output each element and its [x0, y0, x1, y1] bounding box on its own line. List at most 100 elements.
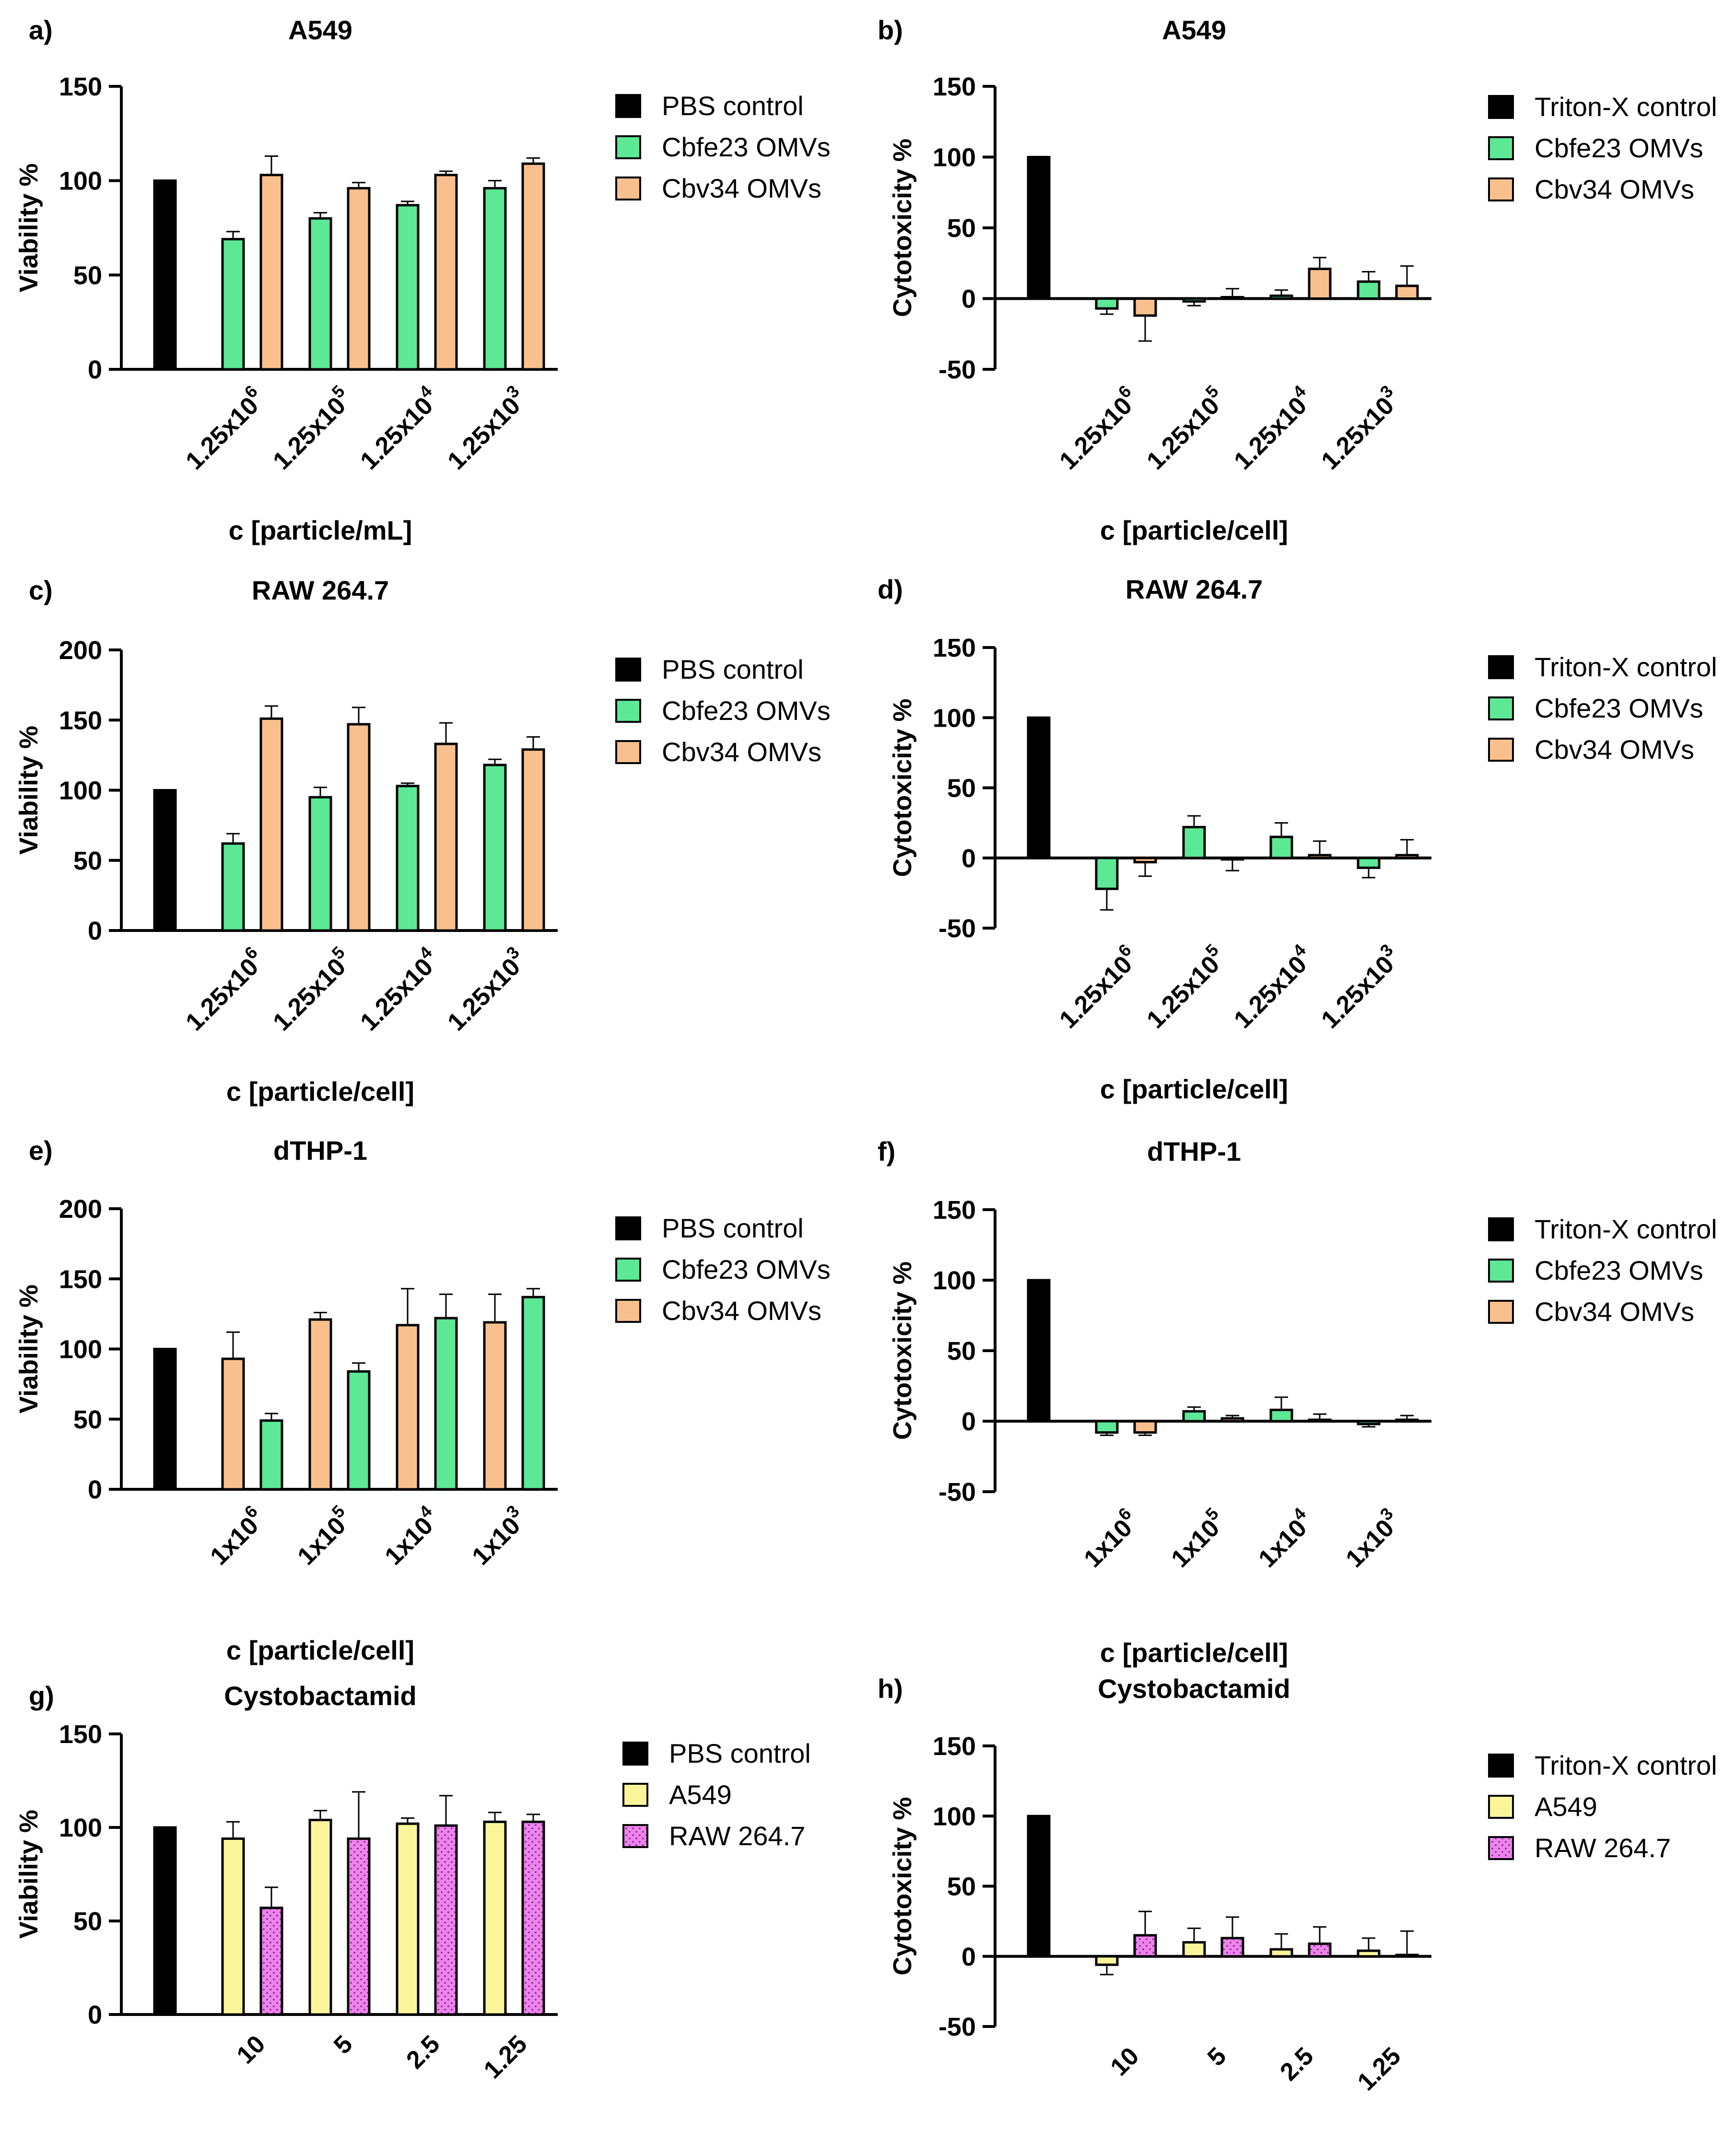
bar-cbv34-omvs [347, 723, 371, 932]
legend-swatch [615, 1258, 641, 1282]
x-tick-base: 1.25x10 [1229, 951, 1312, 1034]
x-tick-label: 2.5 [401, 2030, 445, 2074]
legend-label: PBS control [662, 1213, 804, 1243]
legend-swatch [1488, 1217, 1514, 1241]
legend-swatch [1488, 95, 1514, 119]
x-tick-label: 1.25x104 [1225, 381, 1319, 475]
bar-raw-264-7 [347, 1837, 371, 2016]
chart-title: dTHP-1 [273, 1135, 367, 1166]
y-tick-label: 150 [933, 1732, 976, 1761]
y-tick-label: 0 [961, 1407, 976, 1436]
bar-cbv34-omvs [1220, 296, 1244, 300]
legend-swatch [1488, 738, 1514, 762]
y-tick-label: 0 [961, 844, 976, 873]
bar-cbv34-omvs [308, 1318, 332, 1491]
legend-label: RAW 264.7 [1535, 1833, 1671, 1863]
legend-swatch [622, 1742, 648, 1766]
legend-swatch [1488, 655, 1514, 679]
y-tick-label: 150 [59, 706, 102, 735]
control-bar [1027, 1814, 1051, 1958]
x-tick-label: 1.25x103 [439, 943, 533, 1037]
legend-label: A549 [669, 1779, 732, 1810]
legend-label: Cbv34 OMVs [1535, 734, 1694, 765]
bar-cbv34-omvs [434, 742, 458, 932]
y-axis-label: Cytotoxicity % [888, 698, 917, 877]
legend-label: Cbfe23 OMVs [1535, 693, 1703, 723]
legend-label: Cbv34 OMVs [1535, 174, 1694, 204]
bar-cbfe23-omvs [434, 1317, 458, 1491]
legend-swatch [1488, 1300, 1514, 1324]
x-tick-label: 1.25x105 [264, 381, 358, 475]
bar-raw-264-7 [1133, 1934, 1157, 1958]
chart-c: c) RAW 264.7 0 50 100 150 200 Viability % 1.25x1… [14, 575, 831, 1107]
chart-d: d) RAW 264.7 -50 0 50 100 150 Cytotoxicity % 1.2… [878, 574, 1717, 1104]
chart-b: b) A549 -50 0 50 100 150 Cytotoxicity % 1.25x106… [878, 15, 1717, 545]
bar-cbv34-omvs [521, 748, 545, 932]
legend-swatch [622, 1824, 648, 1848]
bar-cbv34-omvs [1220, 1417, 1244, 1423]
bar-a549 [308, 1818, 332, 2016]
y-tick-label: 50 [947, 1873, 976, 1901]
bar-cbv34-omvs [521, 162, 545, 371]
x-tick-base: 2.5 [1275, 2042, 1319, 2086]
panel-label: f) [878, 1136, 895, 1166]
bar-cbv34-omvs [1308, 854, 1332, 860]
x-tick-label: 1.25x103 [439, 381, 533, 475]
bar-cbfe23-omvs [221, 842, 245, 932]
bar-cbv34-omvs [1133, 1420, 1157, 1434]
x-tick-base: 2.5 [401, 2030, 445, 2074]
x-tick-base: 1.25x10 [1054, 951, 1137, 1034]
y-tick-label: 0 [961, 1943, 976, 1971]
y-axis-label: Viability % [14, 163, 43, 292]
bar-cbv34-omvs [483, 1321, 507, 1491]
legend-swatch [1488, 1836, 1514, 1860]
y-tick-label: 50 [73, 847, 102, 875]
chart-e: e) dTHP-1 0 50 100 150 200 Viability % 1x106 1x10… [14, 1135, 831, 1665]
x-tick-base: 5 [1202, 2042, 1231, 2071]
bar-cbfe23-omvs [483, 764, 507, 932]
x-tick-label: 1.25x104 [352, 943, 445, 1037]
panel-label: g) [29, 1681, 54, 1711]
y-tick-label: 200 [59, 1195, 102, 1224]
bar-raw-264-7 [1395, 1954, 1419, 1958]
bar-cbfe23-omvs [1182, 825, 1206, 860]
bar-cbv34-omvs [221, 1357, 245, 1491]
bar-cbv34-omvs [1220, 857, 1244, 861]
x-axis-label: c [particle/cell] [1100, 1074, 1288, 1104]
bar-raw-264-7 [434, 1824, 458, 2016]
legend-swatch [615, 1216, 641, 1240]
bar-cbfe23-omvs [1095, 297, 1119, 310]
y-tick-label: 0 [961, 285, 976, 314]
y-tick-label: 100 [933, 1802, 976, 1831]
x-tick-base: 1.25x10 [1316, 951, 1399, 1034]
bar-cbv34-omvs [1395, 284, 1419, 300]
x-tick-base: 1.25x10 [268, 392, 351, 475]
x-tick-label: 1.25x105 [1138, 381, 1232, 475]
x-tick-label: 2.5 [1275, 2042, 1319, 2086]
legend-label: Triton-X control [1535, 1750, 1717, 1780]
legend-swatch [1488, 1259, 1514, 1283]
bar-cbv34-omvs [434, 174, 458, 371]
y-axis-label: Cytotoxicity % [888, 139, 917, 317]
bar-cbfe23-omvs [308, 796, 332, 932]
panel-label: a) [29, 15, 53, 45]
y-axis-label: Cytotoxicity % [888, 1261, 917, 1440]
x-tick-label: 10 [232, 2030, 271, 2069]
x-tick-label: 1.25 [479, 2030, 533, 2084]
bar-cbfe23-omvs [308, 217, 332, 371]
legend-swatch [1488, 1795, 1514, 1819]
bar-a549 [1357, 1949, 1381, 1958]
bar-cbfe23-omvs [1182, 1410, 1206, 1423]
legend-label: Cbfe23 OMVs [662, 132, 831, 162]
legend-swatch [615, 135, 641, 159]
bar-raw-264-7 [1220, 1937, 1244, 1958]
x-tick-base: 1.25 [479, 2030, 533, 2084]
control-bar [1027, 156, 1051, 300]
legend-swatch [622, 1783, 648, 1807]
chart-title: RAW 264.7 [1125, 574, 1263, 604]
y-tick-label: 50 [947, 774, 976, 803]
x-tick-label: 5 [1202, 2042, 1231, 2071]
bar-cbv34-omvs [1133, 297, 1157, 317]
